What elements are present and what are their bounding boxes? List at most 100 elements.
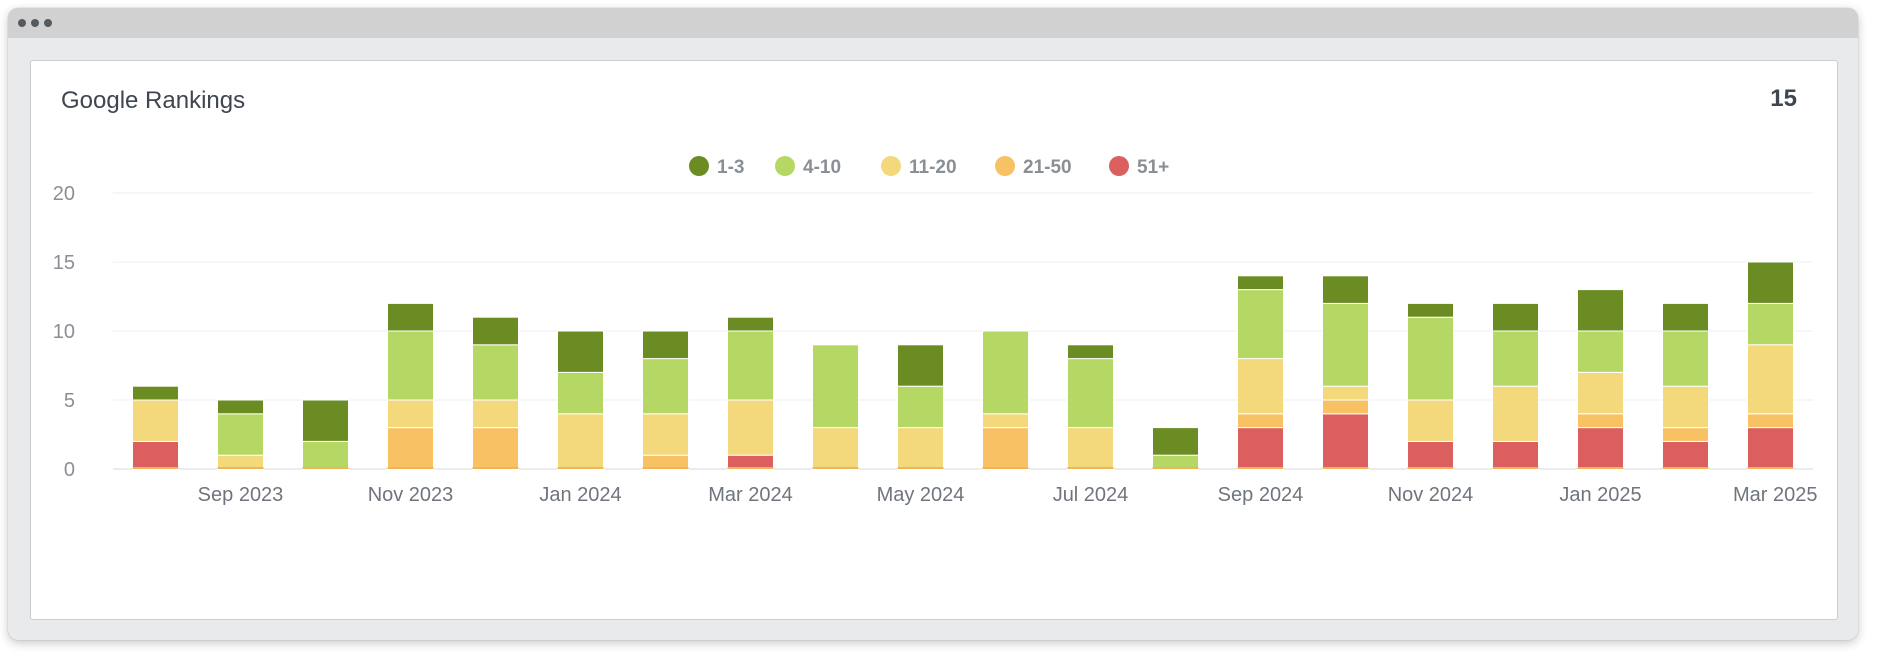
bar-baseline xyxy=(812,467,859,469)
bar-segment xyxy=(1662,440,1709,470)
bar-segment xyxy=(1152,427,1199,456)
bar-segment xyxy=(1322,399,1369,415)
bar-segment xyxy=(472,399,519,429)
window-dot xyxy=(31,19,39,27)
rankings-card: Google Rankings 15 0 5 10 15 20 Sep 2023 Nov 2… xyxy=(30,60,1838,620)
bar-segment xyxy=(1322,385,1369,401)
bar-segment xyxy=(1152,454,1199,470)
bar-segment xyxy=(1492,440,1539,470)
bar-segment xyxy=(132,399,179,442)
bar-segment xyxy=(642,413,689,456)
window-dot xyxy=(44,19,52,27)
bar-baseline xyxy=(642,467,689,469)
x-tick-label: Mar 2024 xyxy=(708,484,793,506)
legend-label: 51+ xyxy=(1137,157,1169,178)
bar-segment xyxy=(472,344,519,401)
bar-segment xyxy=(1322,275,1369,304)
legend-label: 1-3 xyxy=(717,157,744,178)
bar-segment xyxy=(217,454,264,470)
bar-segment xyxy=(897,385,944,429)
bar-segment xyxy=(1322,413,1369,470)
bar-baseline xyxy=(982,467,1029,469)
bar-segment xyxy=(472,316,519,346)
bar-baseline xyxy=(1322,467,1369,469)
bar-segment xyxy=(1407,440,1454,470)
bar-segment xyxy=(642,454,689,470)
bar-baseline xyxy=(1152,467,1199,469)
bar-segment xyxy=(387,330,434,401)
bar-segment xyxy=(1237,358,1284,415)
y-tick-label: 20 xyxy=(53,183,75,205)
bar-baseline xyxy=(472,467,519,469)
bar-baseline xyxy=(1237,467,1284,469)
bar-segment xyxy=(1237,413,1284,429)
x-tick-label: Nov 2024 xyxy=(1388,484,1474,506)
bar-segment xyxy=(1492,385,1539,442)
bar-segment xyxy=(982,413,1029,429)
bar-segment xyxy=(897,427,944,470)
bar-segment xyxy=(642,358,689,415)
bar-segment xyxy=(1577,371,1624,415)
bar-segment xyxy=(1237,275,1284,291)
bar-segment xyxy=(387,302,434,332)
bar-segment xyxy=(557,330,604,373)
bar-baseline xyxy=(1067,467,1114,469)
bar-baseline xyxy=(1662,467,1709,469)
bar-segment xyxy=(217,399,264,415)
bar-segment xyxy=(1067,344,1114,360)
bar-baseline xyxy=(132,467,179,469)
bar-baseline xyxy=(727,467,774,469)
bar-segment xyxy=(897,344,944,387)
bar-segment xyxy=(982,427,1029,470)
bar-segment xyxy=(1747,261,1794,304)
bar-segment xyxy=(557,413,604,470)
y-tick-label: 5 xyxy=(64,390,75,412)
bar-segment xyxy=(1577,413,1624,429)
bar-baseline xyxy=(217,467,264,469)
bar-segment xyxy=(1492,330,1539,387)
bar-segment xyxy=(982,330,1029,415)
bar-segment xyxy=(1237,289,1284,360)
bar-segment xyxy=(727,454,774,470)
legend-label: 4-10 xyxy=(803,157,841,178)
y-tick-label: 10 xyxy=(53,321,75,343)
x-tick-label: Mar 2025 xyxy=(1733,484,1818,506)
bar-segment xyxy=(387,399,434,429)
bar-segment xyxy=(1747,302,1794,346)
bar-segment xyxy=(387,427,434,470)
bar-segment xyxy=(727,399,774,456)
bar-segment xyxy=(1492,302,1539,332)
bar-segment xyxy=(1407,316,1454,401)
legend-marker xyxy=(881,156,901,176)
card-title: Google Rankings xyxy=(61,87,246,114)
bar-segment xyxy=(1322,302,1369,387)
bar-baseline xyxy=(1577,467,1624,469)
bar-segment xyxy=(132,385,179,401)
bar-segment xyxy=(1067,427,1114,470)
bar-segment xyxy=(1747,413,1794,429)
x-tick-label: Jan 2025 xyxy=(1559,484,1641,506)
rankings-chart: 0 5 10 15 20 Sep 2023 Nov 2023 Jan 2024 Mar 2024… xyxy=(53,156,1818,506)
bar-segment xyxy=(1407,399,1454,442)
bar-segment xyxy=(1747,344,1794,415)
bar-baseline xyxy=(897,467,944,469)
bar-segment xyxy=(642,330,689,360)
x-tick-label: Sep 2024 xyxy=(1218,484,1304,506)
app-window: Google Rankings 15 0 5 10 15 20 Sep 2023 Nov 2… xyxy=(8,8,1858,640)
window-dot xyxy=(18,19,26,27)
bar-segment xyxy=(1662,302,1709,332)
bar-segment xyxy=(1577,330,1624,373)
x-tick-label: Jul 2024 xyxy=(1053,484,1129,506)
bar-baseline xyxy=(387,467,434,469)
x-tick-label: Jan 2024 xyxy=(539,484,621,506)
bar-segment xyxy=(1577,289,1624,332)
bar-baseline xyxy=(302,467,349,469)
y-tick-label: 0 xyxy=(64,459,75,481)
bar-segment xyxy=(727,330,774,401)
x-tick-label: May 2024 xyxy=(877,484,965,506)
legend-marker xyxy=(775,156,795,176)
bar-baseline xyxy=(1492,467,1539,469)
x-tick-label: Sep 2023 xyxy=(198,484,284,506)
window-titlebar xyxy=(8,8,1858,38)
bar-segment xyxy=(1747,427,1794,470)
